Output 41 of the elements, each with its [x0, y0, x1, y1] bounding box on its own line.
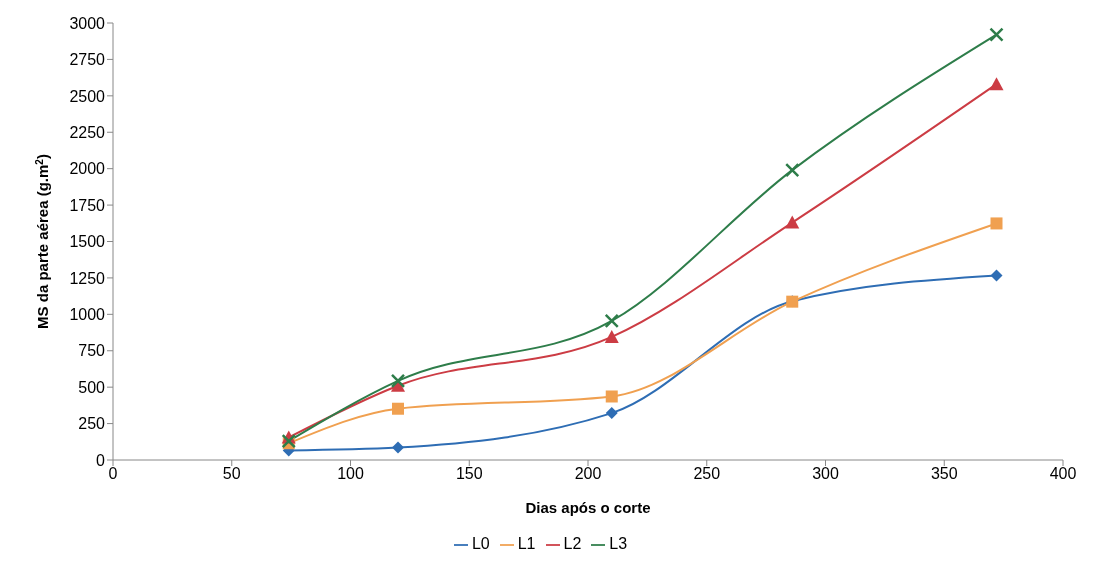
x-tick-label: 50	[222, 465, 241, 483]
x-tick-label: 300	[812, 465, 839, 483]
x-tick-label: 250	[693, 465, 721, 483]
y-tick-label: 250	[78, 415, 106, 433]
x-tick-label: 400	[1049, 465, 1077, 483]
point	[604, 329, 619, 343]
x-tick-label: 100	[337, 465, 364, 483]
y-tick-label: 0	[96, 451, 106, 469]
point	[390, 373, 406, 389]
point	[605, 407, 618, 420]
y-tick-label: 500	[78, 378, 106, 396]
y-tick-label: 1500	[69, 233, 106, 251]
x-tick-label: 200	[574, 465, 602, 483]
y-tick-label: 3000	[69, 14, 106, 32]
x-axis-title: Dias após o corte	[525, 499, 651, 516]
y-tick-label: 2750	[69, 51, 106, 69]
x-tick-label: 150	[455, 465, 483, 483]
point	[392, 441, 404, 454]
point	[989, 77, 1004, 91]
y-tick-label: 2000	[69, 160, 106, 178]
y-tick-label: 2250	[69, 123, 106, 141]
point	[604, 313, 619, 329]
point	[785, 215, 800, 229]
point	[605, 390, 618, 403]
point	[785, 162, 800, 178]
y-tick-label: 1000	[69, 306, 106, 324]
y-tick-label: 1250	[69, 269, 106, 287]
point	[989, 27, 1004, 42]
legend-label: L2	[563, 535, 582, 552]
x-tick-label: 0	[108, 465, 118, 483]
y-tick-label: 750	[78, 342, 106, 360]
point	[990, 269, 1003, 282]
y-tick-label: 2500	[69, 87, 106, 105]
point	[990, 217, 1003, 230]
legend-label: L1	[517, 535, 536, 552]
y-tick-label: 1750	[69, 196, 106, 214]
legend-label: L3	[609, 535, 628, 552]
point	[281, 433, 296, 449]
x-tick-label: 350	[930, 465, 958, 483]
point	[392, 402, 404, 415]
legend-label: L0	[471, 535, 490, 552]
